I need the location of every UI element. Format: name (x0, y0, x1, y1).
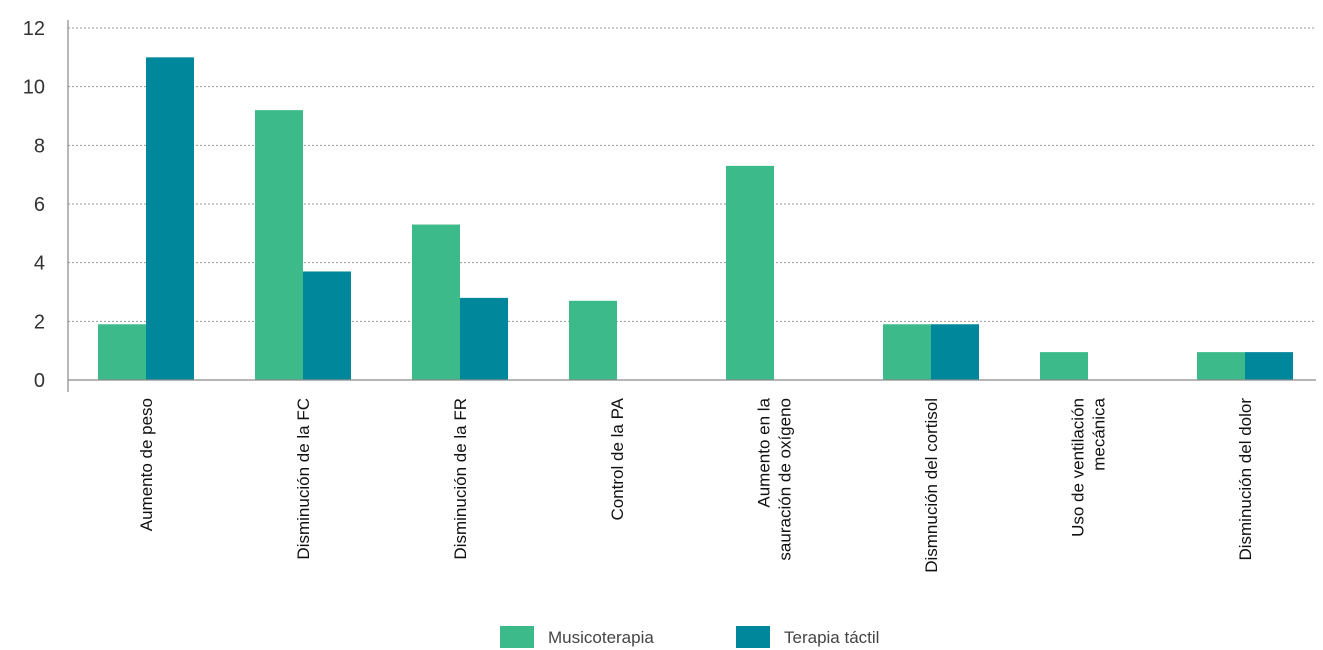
x-category-label: Disminución del dolor (1236, 398, 1255, 561)
x-category-labels: Aumento de peso Disminución de la FC Dismi… (137, 397, 1255, 572)
x-category-label: mecánica (1090, 397, 1109, 470)
bar-musicoterapia (1197, 352, 1245, 380)
x-category-label: Control de la PA (608, 397, 627, 520)
bar-musicoterapia (255, 110, 303, 380)
axis-layer (67, 20, 1316, 392)
x-category-label: Aumento en la (755, 397, 774, 507)
legend-label: Musicoterapia (548, 628, 654, 647)
x-category-label: Aumento de peso (137, 398, 156, 531)
bar-musicoterapia (1040, 352, 1088, 380)
y-tick-label: 10 (23, 77, 45, 99)
y-tick-labels: 0 2 4 6 8 10 12 (23, 18, 45, 392)
bar-terapia-tactil (931, 324, 979, 380)
x-category-label: sauración de oxígeno (776, 398, 795, 561)
bars-layer (98, 57, 1293, 380)
x-category-label: Disminución de la FC (294, 398, 313, 560)
bar-terapia-tactil (460, 297, 508, 380)
y-tick-label: 8 (34, 135, 45, 157)
y-tick-label: 4 (34, 253, 45, 275)
y-tick-label: 12 (23, 18, 45, 40)
bar-musicoterapia (569, 300, 617, 380)
bar-musicoterapia (726, 165, 774, 380)
bar-musicoterapia (98, 324, 146, 380)
bar-musicoterapia (883, 324, 931, 380)
x-category-label: Uso de ventilación (1069, 398, 1088, 537)
legend-swatch (736, 626, 770, 648)
legend-swatch (500, 626, 534, 648)
legend-label: Terapia táctil (784, 628, 879, 647)
bar-terapia-tactil (146, 57, 194, 380)
bar-terapia-tactil (1245, 352, 1293, 380)
bar-terapia-tactil (303, 271, 351, 380)
x-category-label: Disminución de la FR (451, 398, 470, 560)
y-tick-label: 6 (34, 194, 45, 216)
x-category-label: Dismnución del cortisol (922, 398, 941, 573)
y-tick-label: 0 (34, 370, 45, 392)
bar-musicoterapia (412, 224, 460, 380)
legend: Musicoterapia Terapia táctil (500, 626, 879, 648)
y-tick-label: 2 (34, 311, 45, 333)
